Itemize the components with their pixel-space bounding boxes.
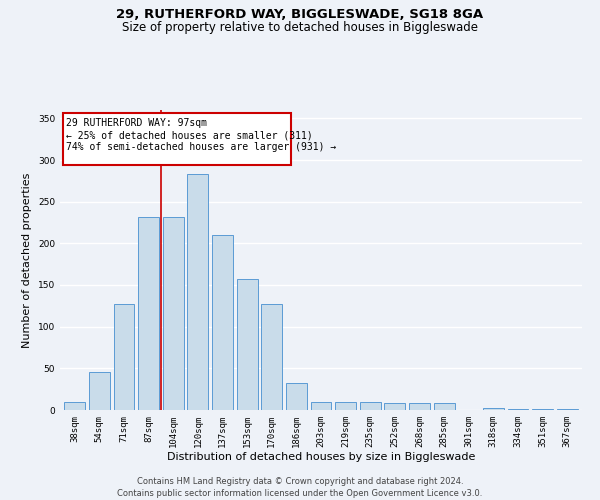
Text: Distribution of detached houses by size in Biggleswade: Distribution of detached houses by size …	[167, 452, 475, 462]
Bar	[89, 372, 110, 410]
Bar	[532, 409, 553, 410]
Text: 29 RUTHERFORD WAY: 97sqm
← 25% of detached houses are smaller (311)
74% of semi-: 29 RUTHERFORD WAY: 97sqm ← 25% of detach…	[66, 118, 336, 152]
Text: Contains HM Land Registry data © Crown copyright and database right 2024.: Contains HM Land Registry data © Crown c…	[137, 478, 463, 486]
Bar	[113, 304, 134, 410]
Bar	[212, 235, 233, 410]
Bar	[163, 216, 184, 410]
Bar	[434, 404, 455, 410]
Bar	[261, 304, 282, 410]
Bar	[360, 402, 381, 410]
Bar	[286, 382, 307, 410]
Text: Contains public sector information licensed under the Open Government Licence v3: Contains public sector information licen…	[118, 489, 482, 498]
Bar	[557, 409, 578, 410]
Bar	[64, 402, 85, 410]
Bar	[138, 216, 159, 410]
Y-axis label: Number of detached properties: Number of detached properties	[22, 172, 32, 348]
Bar	[483, 408, 504, 410]
Bar	[409, 402, 430, 410]
Bar	[335, 402, 356, 410]
Bar	[508, 409, 529, 410]
Bar	[311, 402, 331, 410]
Bar	[385, 402, 406, 410]
Text: Size of property relative to detached houses in Biggleswade: Size of property relative to detached ho…	[122, 21, 478, 34]
Text: 29, RUTHERFORD WAY, BIGGLESWADE, SG18 8GA: 29, RUTHERFORD WAY, BIGGLESWADE, SG18 8G…	[116, 8, 484, 20]
Bar	[236, 279, 257, 410]
Bar	[187, 174, 208, 410]
